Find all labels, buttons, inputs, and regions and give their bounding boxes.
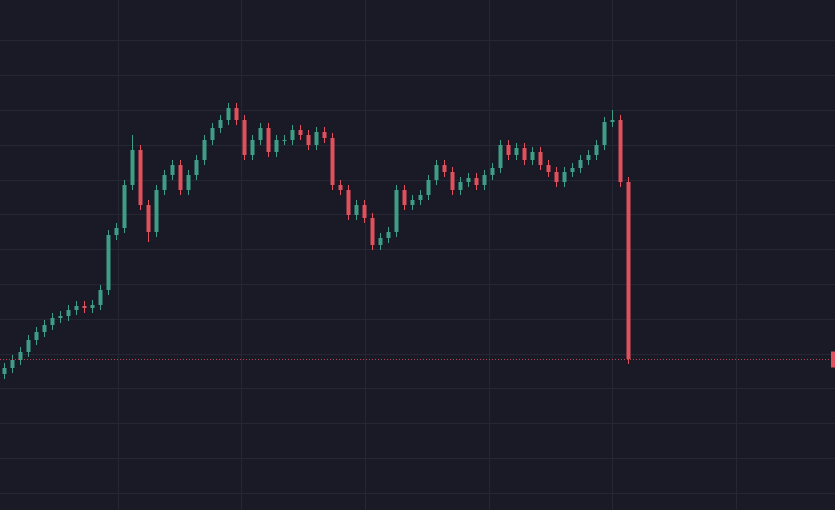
candle-body (10, 360, 15, 368)
candle-body (106, 235, 111, 290)
candle-body (202, 140, 207, 160)
candle-body (274, 140, 279, 152)
candle-body (554, 172, 559, 182)
candle-body (346, 190, 351, 215)
candle-body (498, 145, 503, 168)
candle-body (66, 310, 71, 316)
candle-body (378, 238, 383, 245)
candle-body (298, 130, 303, 135)
candle-body (58, 316, 63, 318)
candle-body (146, 205, 151, 232)
candle-body (114, 228, 119, 235)
candle-body (82, 306, 87, 308)
candle-body (74, 306, 79, 310)
candle-body (450, 172, 455, 190)
candle-body (362, 205, 367, 218)
candle-body (458, 182, 463, 190)
candle-body (482, 175, 487, 185)
candle-body (186, 175, 191, 190)
candle-body (138, 150, 143, 205)
candle-body (258, 128, 263, 140)
candle-body (474, 178, 479, 185)
candle-body (234, 108, 239, 120)
candle-body (370, 218, 375, 245)
candle-body (314, 132, 319, 145)
candle-body (506, 145, 511, 155)
candle-body (98, 290, 103, 305)
candle-body (402, 190, 407, 205)
candle-body (338, 185, 343, 190)
candle-body (466, 178, 471, 182)
candle-body (442, 165, 447, 172)
candle-body (194, 160, 199, 175)
candle-body (490, 168, 495, 175)
candle-body (250, 140, 255, 155)
candle-body (594, 145, 599, 155)
candle-body (610, 120, 615, 122)
candle-body (578, 160, 583, 168)
candle-body (50, 318, 55, 325)
candle-body (242, 120, 247, 155)
candle-body (162, 175, 167, 190)
candle-body (386, 232, 391, 238)
candle-body (426, 180, 431, 195)
candle-body (226, 108, 231, 120)
candle-body (218, 120, 223, 128)
candle-body (394, 190, 399, 232)
candle-body (18, 352, 23, 360)
candle-body (522, 148, 527, 160)
candle-body (178, 165, 183, 190)
candle-body (418, 195, 423, 200)
candle-body (546, 165, 551, 172)
candle-body (282, 140, 287, 141)
candle-body (354, 205, 359, 215)
candle-body (170, 165, 175, 175)
candle-body (210, 128, 215, 140)
candle-body (42, 325, 47, 332)
candle-body (90, 305, 95, 308)
candle-body (322, 132, 327, 138)
last-price-marker (831, 351, 835, 368)
candle-body (410, 200, 415, 205)
candle-body (290, 130, 295, 140)
candle-body (434, 165, 439, 180)
candle-body (306, 135, 311, 145)
candle-body (122, 185, 127, 228)
candle-body (2, 368, 7, 374)
candle-body (266, 128, 271, 152)
candle-body (618, 120, 623, 182)
candle-body (538, 152, 543, 165)
candle-body (330, 138, 335, 185)
candle-body (34, 332, 39, 340)
candle-body (586, 155, 591, 160)
candle-body (562, 172, 567, 182)
candle-body (602, 122, 607, 145)
candle-body (130, 150, 135, 185)
candle-body (570, 168, 575, 172)
candle-body (514, 148, 519, 155)
candle-body (530, 152, 535, 160)
candle-body (154, 190, 159, 232)
candle-body (626, 182, 631, 359)
candle-body (26, 340, 31, 352)
